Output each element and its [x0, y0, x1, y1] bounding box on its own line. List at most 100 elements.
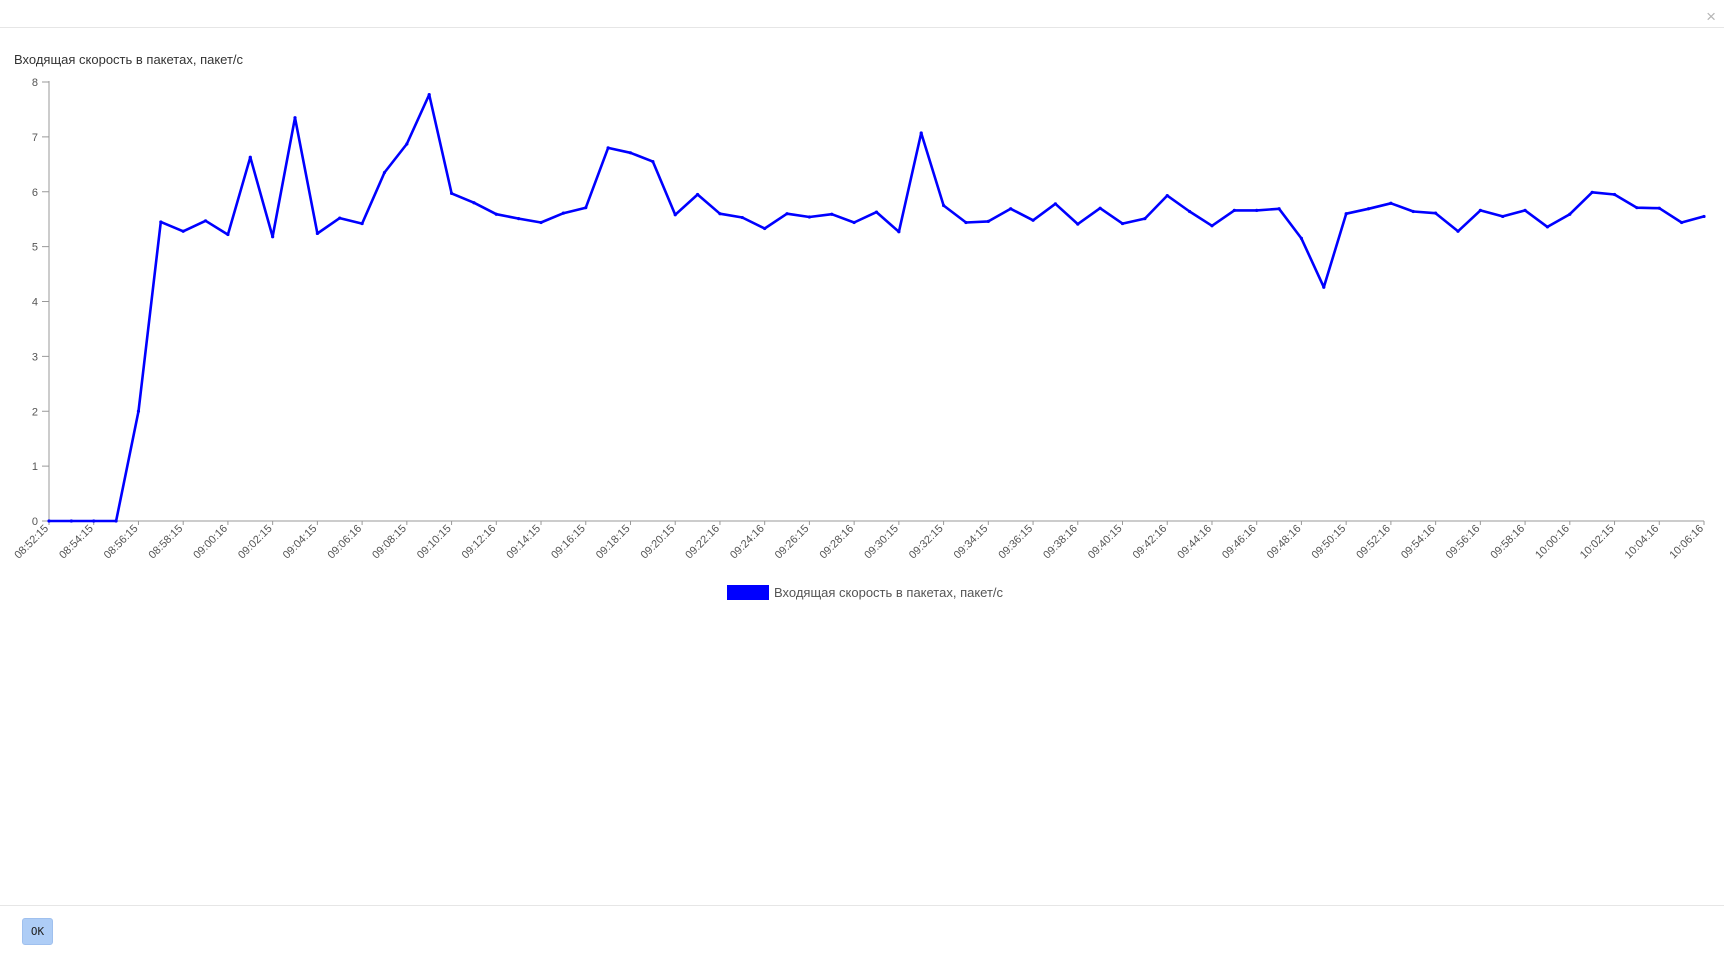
data-point — [852, 220, 856, 225]
data-point — [1344, 212, 1348, 216]
data-point — [1366, 207, 1371, 211]
x-tick-label: 09:26:15 — [773, 523, 812, 562]
x-tick-label: 09:40:15 — [1086, 523, 1125, 562]
data-point — [1680, 220, 1684, 225]
data-point — [338, 216, 342, 220]
x-tick-label: 09:12:16 — [460, 523, 499, 562]
x-tick-label: 09:58:16 — [1488, 523, 1527, 562]
data-point — [1478, 208, 1482, 213]
x-tick-label: 09:02:15 — [236, 523, 275, 562]
x-tick-label: 09:54:16 — [1399, 523, 1438, 562]
x-tick-label: 09:50:15 — [1310, 523, 1349, 562]
x-tick-label: 09:32:15 — [907, 523, 946, 562]
data-point — [606, 146, 610, 150]
x-tick-label: 09:56:16 — [1444, 523, 1483, 562]
data-point — [807, 215, 812, 219]
chart-title: Входящая скорость в пакетах, пакет/с — [14, 52, 244, 67]
data-point — [382, 170, 387, 175]
y-tick-label: 5 — [32, 242, 38, 254]
data-point — [584, 206, 588, 210]
dialog-header: × — [0, 0, 1724, 28]
data-point — [1277, 207, 1281, 211]
data-point — [1702, 214, 1706, 219]
x-tick-label: 09:46:16 — [1220, 523, 1259, 562]
x-tick-label: 09:44:16 — [1175, 523, 1214, 562]
x-tick-label: 08:52:15 — [12, 523, 51, 562]
chart-legend: Входящая скорость в пакетах, пакет/с — [727, 584, 1003, 600]
y-tick-label: 2 — [32, 406, 38, 418]
x-tick-label: 09:42:16 — [1131, 523, 1170, 562]
legend-label: Входящая скорость в пакетах, пакет/с — [774, 584, 1004, 600]
y-tick-label: 0 — [32, 516, 38, 528]
data-point — [517, 217, 521, 221]
data-point — [472, 201, 476, 205]
data-point — [494, 212, 498, 216]
x-tick-label: 09:34:15 — [952, 523, 991, 562]
line-chart: 0 1 2 3 4 5 6 7 8 08:52:15 08:54:15 08:56:15 08:58:1… — [12, 77, 1706, 562]
data-point — [1255, 208, 1259, 213]
data-point — [1299, 236, 1304, 240]
data-point — [248, 155, 252, 159]
data-point — [673, 213, 677, 217]
data-point — [561, 211, 565, 215]
data-point — [271, 235, 275, 239]
data-point — [941, 203, 946, 208]
data-point — [1009, 207, 1013, 211]
y-tick-label: 7 — [32, 132, 38, 144]
data-point — [1120, 221, 1125, 226]
data-point — [1434, 211, 1438, 215]
y-tick-label: 8 — [32, 77, 38, 89]
data-point — [159, 220, 163, 224]
data-point — [986, 219, 990, 223]
data-point — [69, 519, 73, 523]
x-tick-label: 09:16:15 — [549, 523, 588, 562]
data-point — [47, 519, 51, 523]
legend-swatch — [727, 584, 769, 600]
x-tick-label: 09:38:16 — [1041, 523, 1080, 562]
data-point — [114, 519, 118, 523]
x-tick-label: 08:58:15 — [147, 523, 186, 562]
data-point — [1143, 217, 1147, 221]
x-tick-label: 09:48:16 — [1265, 523, 1304, 562]
data-point — [628, 151, 633, 155]
x-tick-label: 09:30:15 — [862, 523, 901, 562]
ok-button[interactable]: OK — [22, 918, 53, 945]
data-point — [1523, 208, 1527, 213]
data-point — [964, 220, 968, 225]
data-point — [315, 231, 319, 236]
data-point — [718, 212, 722, 216]
data-point — [1657, 206, 1661, 210]
x-tick-label: 10:02:15 — [1578, 523, 1617, 562]
series-line — [49, 93, 1705, 523]
data-point — [1545, 225, 1550, 229]
data-point — [293, 116, 297, 120]
data-point — [1076, 222, 1080, 226]
x-tick-label: 09:22:16 — [683, 523, 722, 562]
data-point — [1232, 208, 1236, 213]
data-point — [1210, 224, 1214, 228]
x-tick-label: 09:18:15 — [594, 523, 633, 562]
x-tick-label: 09:52:16 — [1354, 523, 1393, 562]
close-icon[interactable]: × — [1706, 7, 1716, 26]
y-tick-label: 1 — [32, 461, 38, 473]
data-point — [1411, 209, 1415, 214]
data-point — [1568, 212, 1572, 216]
x-tick-label: 09:08:15 — [370, 523, 409, 562]
data-point — [449, 191, 454, 195]
data-point — [1031, 218, 1035, 222]
data-point — [1098, 206, 1102, 210]
data-point — [740, 215, 744, 220]
data-point — [1053, 202, 1058, 206]
x-tick-label: 09:20:15 — [639, 523, 678, 562]
x-tick-label: 09:24:16 — [728, 523, 767, 562]
data-point — [874, 210, 879, 214]
dialog-footer: OK — [0, 905, 1724, 964]
data-point — [1612, 192, 1617, 197]
data-point — [360, 221, 364, 226]
data-point — [203, 219, 208, 223]
data-point — [919, 131, 923, 135]
x-tick-label: 10:04:16 — [1623, 523, 1662, 562]
data-point — [897, 230, 901, 234]
x-tick-label: 09:04:15 — [281, 523, 320, 562]
data-point — [539, 220, 543, 225]
